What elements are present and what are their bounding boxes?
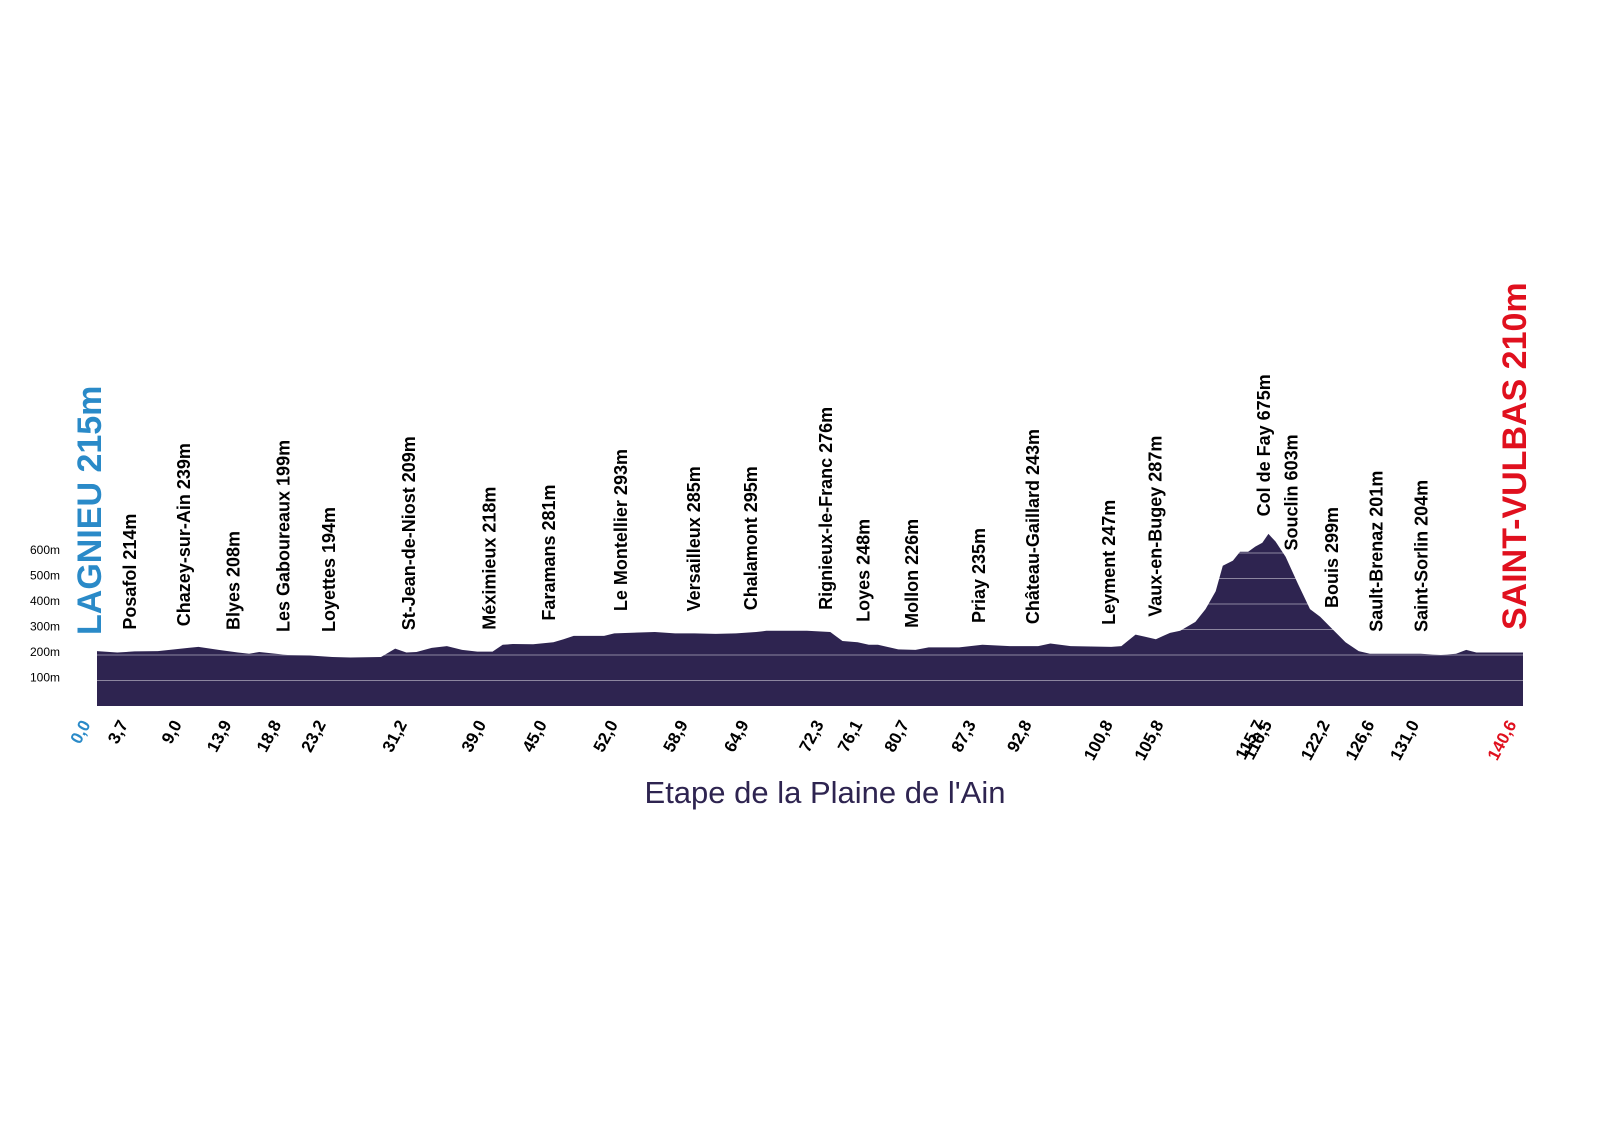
place-label: Le Montellier 293m [611,449,631,611]
x-tick-label: 105,8 [1131,717,1168,763]
x-tick-label: 23,2 [297,717,329,755]
x-tick-label: 87,3 [948,717,980,755]
x-tick-label: 100,8 [1080,717,1117,763]
place-label: Loyettes 194m [319,507,339,632]
x-tick-label: 45,0 [519,717,551,755]
x-tick-label: 18,8 [253,717,285,755]
place-label: Blyes 208m [224,531,244,630]
y-tick-label: 400m [30,594,60,608]
place-label: Versailleux 285m [684,466,704,611]
start-label: LAGNIEU 215m [71,386,109,635]
x-tick-label: 122,2 [1297,717,1334,763]
x-tick-label: 64,9 [720,717,752,755]
place-label: Chazey-sur-Ain 239m [174,443,194,626]
x-tick-label: 3,7 [104,717,132,747]
place-label: Vaux-en-Bugey 287m [1146,436,1166,617]
x-tick-label: 76,1 [834,717,866,755]
y-tick-label: 500m [30,569,60,583]
x-tick-label: 0,0 [67,717,95,747]
x-tick-label: 80,7 [881,717,913,755]
end-label: SAINT-VULBAS 210m [1496,282,1534,630]
place-label: Priay 235m [969,528,989,623]
place-label: St-Jean-de-Niost 209m [399,436,419,630]
y-tick-label: 300m [30,620,60,634]
place-label: Faramans 281m [539,484,559,620]
y-tick-label: 600m [30,543,60,557]
x-tick-label: 72,3 [795,717,827,755]
place-label: Saint-Sorlin 204m [1411,480,1431,632]
place-label: Loyes 248m [854,519,874,622]
place-label: Rignieux-le-Franc 276m [816,407,836,610]
x-tick-label: 140,6 [1484,717,1521,763]
x-tick-label: 92,8 [1003,717,1035,755]
x-tick-label: 58,9 [660,717,692,755]
y-tick-label: 100m [30,671,60,685]
place-label: Souclin 603m [1282,434,1302,550]
x-tick-label: 9,0 [158,717,186,747]
x-tick-label: 126,6 [1342,717,1379,763]
place-label: Col de Fay 675m [1254,374,1274,516]
place-label: Bouis 299m [1322,507,1342,608]
x-tick-label: 13,9 [203,717,235,755]
chart-title: Etape de la Plaine de l'Ain [645,775,1006,810]
place-label: Château-Gaillard 243m [1023,429,1043,624]
place-label: Les Gaboureaux 199m [273,440,293,632]
place-label: Méximieux 218m [479,487,499,630]
x-tick-label: 39,0 [458,717,490,755]
place-label: Chalamont 295m [741,466,761,610]
y-tick-label: 200m [30,645,60,659]
x-tick-label: 131,0 [1386,717,1423,763]
elevation-area [97,533,1523,706]
place-label: Mollon 226m [902,519,922,628]
place-label: Sault-Brenaz 201m [1367,471,1387,632]
x-tick-label: 52,0 [590,717,622,755]
x-tick-label: 31,2 [379,717,411,755]
place-label: Leyment 247m [1099,500,1119,625]
place-label: Posafol 214m [120,514,140,630]
